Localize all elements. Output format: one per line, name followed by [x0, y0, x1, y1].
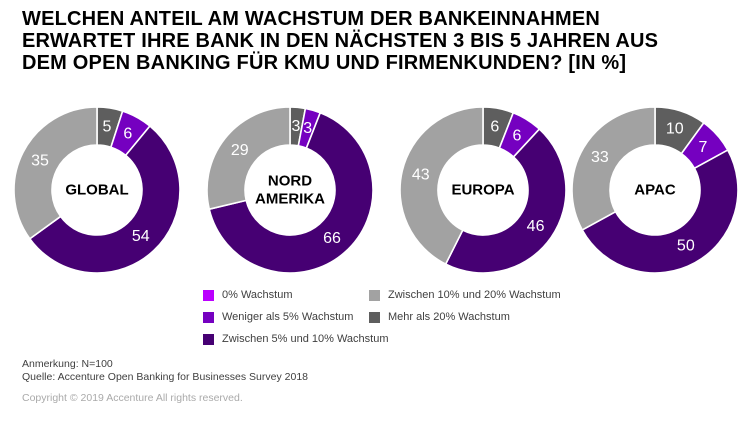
- slice-value-label: 54: [132, 228, 150, 245]
- donut-center-label: AMERIKA: [255, 191, 325, 208]
- note-quelle: Quelle: Accenture Open Banking for Busin…: [22, 371, 309, 383]
- copyright-text: Copyright © 2019 Accenture All rights re…: [22, 392, 243, 404]
- donut-slice: [399, 106, 484, 265]
- donut-slice: [444, 128, 567, 274]
- donut-chart-europa: 6 6 46 43 EUROPA: [398, 105, 568, 275]
- donut-slice: [29, 125, 181, 274]
- donut-slice: [571, 106, 656, 231]
- legend-item: Zwischen 5% und 10% Wachstum: [203, 328, 389, 350]
- legend-item-label: Weniger als 5% Wachstum: [222, 311, 354, 323]
- slice-value-label: 7: [699, 139, 708, 156]
- legend-column-right: Zwischen 10% und 20% Wachstum Mehr als 20…: [369, 284, 561, 328]
- donut-slice: [208, 111, 374, 274]
- chart-title-line-3: DEM OPEN BANKING FÜR KMU UND FIRMENKUNDE…: [22, 52, 627, 74]
- legend-item: 0% Wachstum: [203, 284, 389, 306]
- legend-item-label: Zwischen 10% und 20% Wachstum: [388, 289, 561, 301]
- legend-swatch-icon: [369, 289, 380, 301]
- donut-slice: [581, 149, 739, 274]
- donut-chart-global: 5 6 54 35 GLOBAL: [12, 105, 182, 275]
- donut-center-label: GLOBAL: [65, 182, 128, 199]
- donut-slice: [13, 106, 98, 240]
- donut-svg: 5 6 54 35 GLOBAL: [13, 106, 181, 274]
- donut-chart-nord-amerika: 3 3 66 29 NORD AMERIKA: [205, 105, 375, 275]
- slice-value-label: 10: [666, 121, 684, 138]
- slice-value-label: 6: [490, 119, 499, 136]
- chart-title: WELCHEN ANTEIL AM WACHSTUM DER BANKEINNA…: [22, 8, 734, 74]
- slice-value-label: 3: [292, 118, 301, 135]
- donut-chart-row: 5 6 54 35 GLOBAL 3 3 66 29 NORD AMERIKA 6 6 46 43 EUR…: [0, 105, 750, 275]
- slice-value-label: 66: [323, 230, 341, 247]
- legend-column-left: 0% Wachstum Weniger als 5% Wachstum Zwisch…: [203, 284, 389, 350]
- slice-value-label: 6: [123, 125, 132, 142]
- slice-value-label: 50: [677, 238, 695, 255]
- donut-slice: [206, 106, 291, 210]
- legend-swatch-icon: [203, 333, 214, 345]
- note-anmerkung: Anmerkung: N=100: [22, 358, 113, 370]
- slice-value-label: 35: [31, 152, 49, 169]
- chart-title-line-2: ERWARTET IHRE BANK IN DEN NÄCHSTEN 3 BIS…: [22, 30, 659, 52]
- chart-title-line-1: WELCHEN ANTEIL AM WACHSTUM DER BANKEINNA…: [22, 8, 601, 30]
- legend-swatch-icon: [369, 311, 380, 323]
- donut-svg: 10 7 50 33 APAC: [571, 106, 739, 274]
- legend-swatch-icon: [203, 289, 214, 301]
- slice-value-label: 6: [513, 127, 522, 144]
- legend-item: Mehr als 20% Wachstum: [369, 306, 561, 328]
- chart-notes: Anmerkung: N=100 Quelle: Accenture Open …: [22, 358, 308, 384]
- legend-item-label: Mehr als 20% Wachstum: [388, 311, 510, 323]
- legend-item-label: 0% Wachstum: [222, 289, 293, 301]
- legend-item: Zwischen 10% und 20% Wachstum: [369, 284, 561, 306]
- donut-center-label: NORD: [268, 173, 312, 190]
- slice-value-label: 5: [103, 118, 112, 135]
- slice-value-label: 3: [303, 120, 312, 137]
- legend-swatch-icon: [203, 311, 214, 323]
- legend-item: Weniger als 5% Wachstum: [203, 306, 389, 328]
- donut-chart-apac: 10 7 50 33 APAC: [570, 105, 740, 275]
- donut-center-label: EUROPA: [451, 182, 514, 199]
- slice-value-label: 43: [412, 167, 430, 184]
- slice-value-label: 46: [527, 218, 545, 235]
- slice-value-label: 33: [591, 149, 609, 166]
- slice-value-label: 29: [231, 142, 249, 159]
- donut-center-label: APAC: [634, 182, 676, 199]
- donut-svg: 66 46 43 EUROPA: [399, 106, 567, 274]
- legend-item-label: Zwischen 5% und 10% Wachstum: [222, 333, 389, 345]
